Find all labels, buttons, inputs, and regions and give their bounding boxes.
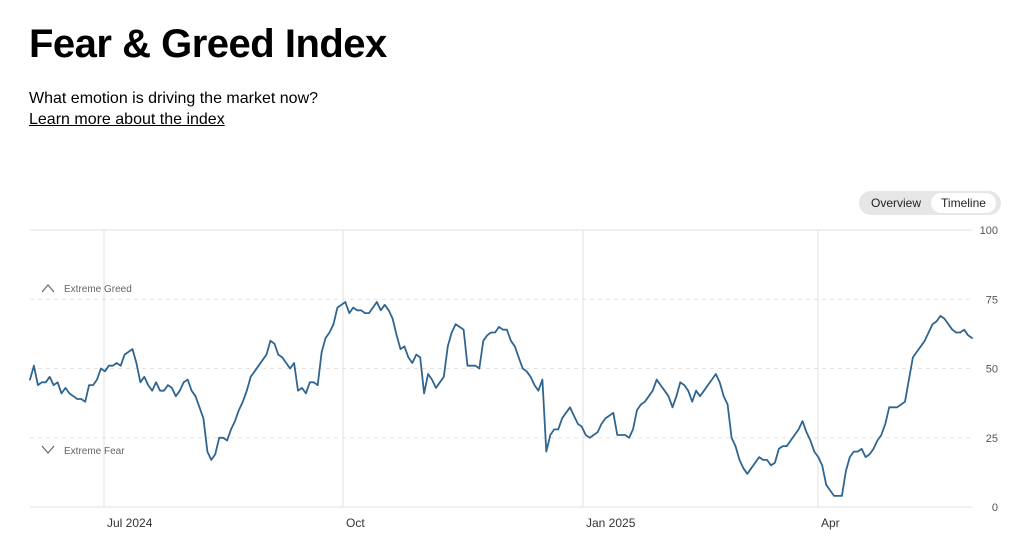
y-axis: 100 75 50 25 0 [980,225,998,514]
chevron-down-icon [41,445,55,454]
x-tick-label: Jul 2024 [107,516,153,530]
overview-tab[interactable]: Overview [871,196,922,210]
learn-more-link[interactable]: Learn more about the index [29,111,225,128]
zone-markers: Extreme Greed Extreme Fear [41,284,132,457]
timeline-tab[interactable]: Timeline [931,193,996,213]
grid [30,229,972,508]
y-tick-label: 0 [992,502,998,514]
series-layer [29,301,973,497]
x-tick-label: Apr [821,516,840,530]
view-toggle: Overview Timeline [859,191,1001,215]
x-tick-label: Jan 2025 [586,516,636,530]
fear-greed-chart: Extreme Greed Extreme Fear 100 75 50 25 0 Ju… [29,225,998,530]
chevron-up-icon [41,284,55,293]
y-tick-label: 75 [986,294,998,306]
fear-greed-line [29,301,973,497]
page-title: Fear & Greed Index [29,22,387,66]
page-subtitle: What emotion is driving the market now? [29,90,319,107]
x-tick-label: Oct [346,516,365,530]
y-tick-label: 25 [986,433,998,445]
extreme-greed-label: Extreme Greed [64,284,132,295]
y-tick-label: 100 [980,225,998,237]
y-tick-label: 50 [986,364,998,376]
extreme-fear-label: Extreme Fear [64,446,125,457]
x-axis: Jul 2024 Oct Jan 2025 Apr [107,516,840,530]
